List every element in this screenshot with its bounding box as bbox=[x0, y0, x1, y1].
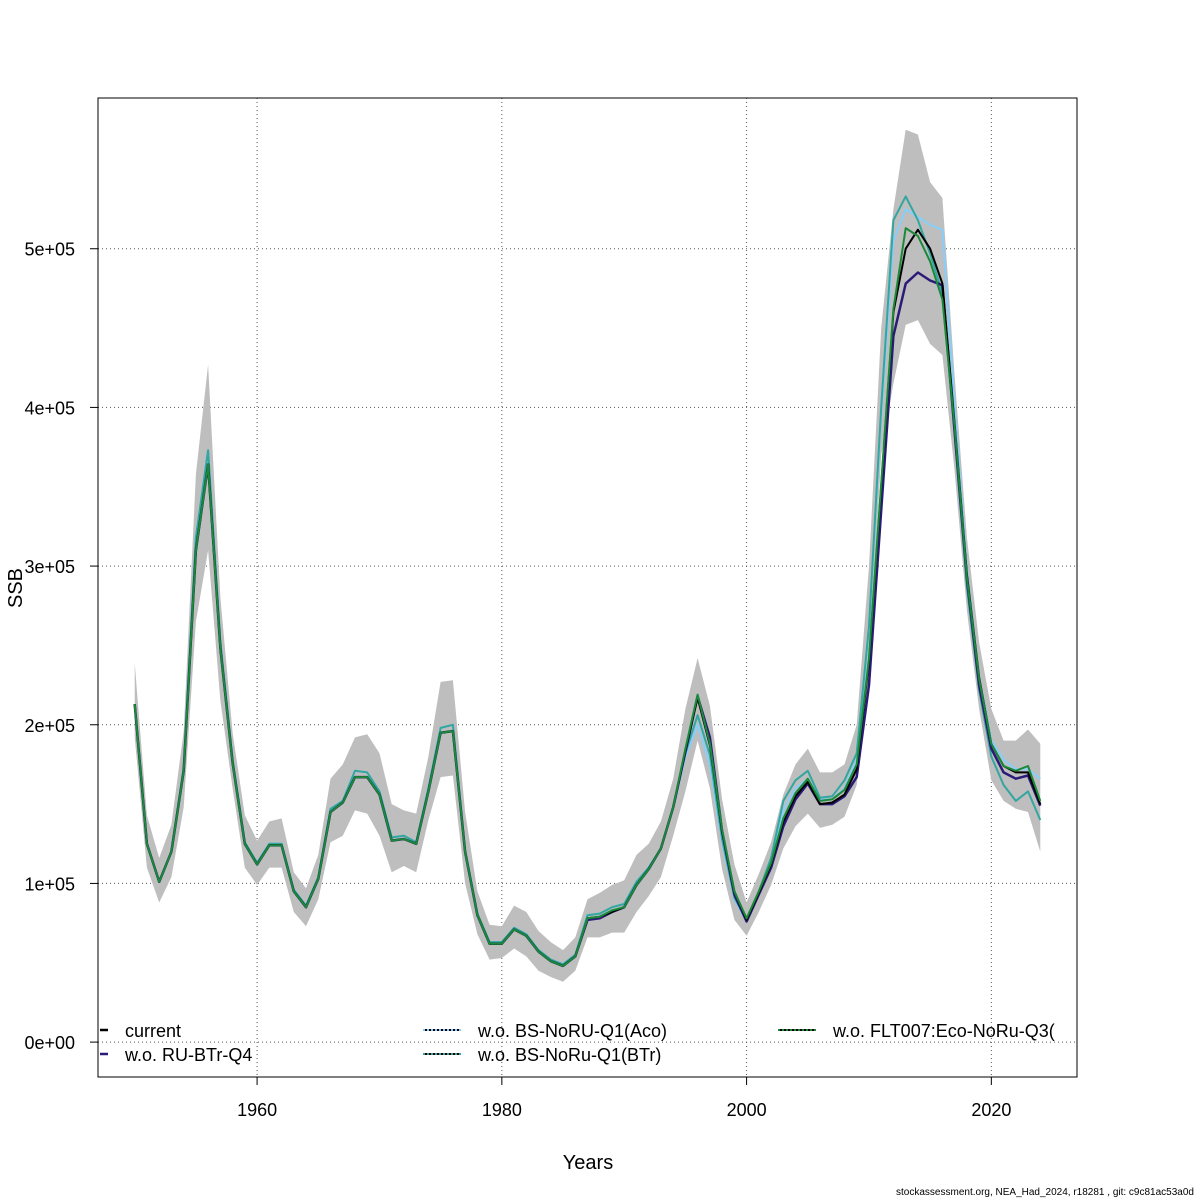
x-tick-label-2: 2000 bbox=[727, 1100, 767, 1120]
plot-frame bbox=[97, 97, 1078, 1078]
legend-label-4: w.o. FLT007:Eco-NoRu-Q3( bbox=[832, 1021, 1055, 1041]
y-tick-label-5: 5e+05 bbox=[24, 240, 75, 260]
x-tick-label-1: 1980 bbox=[482, 1100, 522, 1120]
legend-label-0: current bbox=[125, 1021, 181, 1041]
y-tick-label-2: 2e+05 bbox=[24, 716, 75, 736]
confidence-band bbox=[134, 129, 1041, 982]
x-axis-label: Years bbox=[563, 1152, 613, 1174]
x-axis: 1960 1980 2000 2020 bbox=[237, 1077, 1011, 1120]
series-layer bbox=[133, 195, 1042, 968]
legend-label-2: w.o. BS-NoRU-Q1(Aco) bbox=[477, 1021, 667, 1041]
y-tick-label-3: 3e+05 bbox=[24, 557, 75, 577]
y-axis: 0e+00 1e+05 2e+05 3e+05 4e+05 5e+05 bbox=[24, 240, 98, 1053]
footer-note: stockassessment.org, NEA_Had_2024, r1828… bbox=[896, 1187, 1194, 1198]
x-tick-label-3: 2020 bbox=[971, 1100, 1011, 1120]
y-tick-label-0: 0e+00 bbox=[24, 1033, 75, 1053]
confidence-band-layer bbox=[134, 129, 1041, 982]
legend-label-1: w.o. RU-BTr-Q4 bbox=[124, 1045, 252, 1065]
y-tick-label-1: 1e+05 bbox=[24, 874, 75, 894]
legend: current w.o. RU-BTr-Q4 w.o. BS-NoRU-Q1(Aco… bbox=[100, 1021, 1055, 1065]
series-line-4 bbox=[133, 227, 1042, 967]
y-axis-label: SSB bbox=[5, 568, 27, 608]
legend-label-3: w.o. BS-NoRu-Q1(BTr) bbox=[477, 1045, 661, 1065]
y-tick-label-4: 4e+05 bbox=[24, 398, 75, 418]
x-tick-label-0: 1960 bbox=[237, 1100, 277, 1120]
